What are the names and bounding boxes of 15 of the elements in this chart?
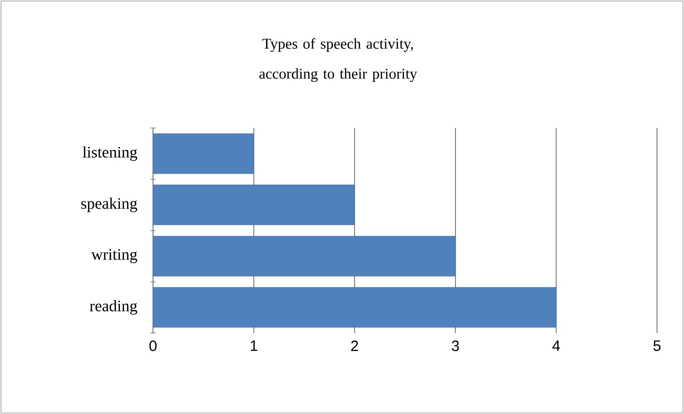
x-tick-label: 0: [149, 340, 157, 352]
x-tick-label: 4: [552, 340, 560, 351]
x-tick-label: 2: [351, 340, 358, 351]
bar: [153, 184, 355, 226]
bar: [153, 133, 254, 174]
x-tick-label: 3: [452, 340, 459, 352]
y-tick-label: writing: [91, 249, 138, 264]
y-tick-label: listening: [82, 146, 138, 161]
y-tick-label: reading: [90, 300, 138, 315]
chart-title: Types of speech activity, according to their priority: [259, 38, 418, 82]
x-tick-label: 5: [653, 340, 661, 351]
bar: [153, 287, 556, 328]
x-tick-label: 1: [250, 340, 258, 351]
y-tick-label: speaking: [81, 198, 138, 212]
bar: [153, 236, 456, 276]
